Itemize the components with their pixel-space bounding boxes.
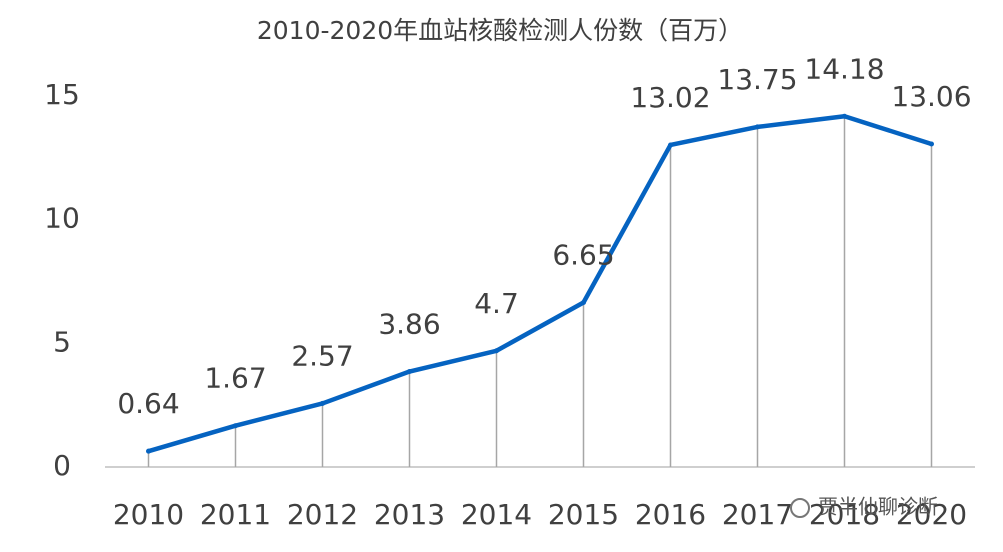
data-label: 0.64 xyxy=(117,387,179,420)
chart-title: 2010-2020年血站核酸检测人份数（百万） xyxy=(257,16,743,45)
x-tick-label: 2016 xyxy=(635,498,706,531)
data-label: 3.86 xyxy=(378,308,440,341)
point xyxy=(755,124,760,130)
line xyxy=(147,114,933,454)
x-tick-label: 2012 xyxy=(287,498,358,531)
point xyxy=(581,300,586,306)
data-label: 14.18 xyxy=(804,52,884,85)
point xyxy=(233,423,238,429)
y-tick-label: 15 xyxy=(44,78,80,111)
x-tick-label: 2017 xyxy=(722,498,793,531)
data-label: 6.65 xyxy=(552,239,614,272)
data-label: 2.57 xyxy=(291,339,353,372)
y-tick-label: 5 xyxy=(53,325,71,358)
x-tick-label: 2015 xyxy=(548,498,619,531)
data-label: 13.75 xyxy=(717,63,797,96)
point xyxy=(842,113,847,119)
x-tick-label: 2013 xyxy=(374,498,445,531)
data-label: 13.06 xyxy=(891,80,971,113)
point xyxy=(494,348,499,354)
point xyxy=(407,369,412,375)
point xyxy=(146,448,151,454)
y-tick-label: 0 xyxy=(53,449,71,482)
point xyxy=(320,400,325,406)
watermark-icon xyxy=(790,498,810,518)
data-label: 1.67 xyxy=(204,362,266,395)
x-tick-label: 2011 xyxy=(200,498,271,531)
x-tick-label: 2020 xyxy=(896,498,967,531)
point xyxy=(929,141,934,147)
x-tick-label: 2018 xyxy=(809,498,880,531)
x-tick-label: 2010 xyxy=(113,498,184,531)
point xyxy=(668,142,673,148)
data-label: 13.02 xyxy=(630,81,710,114)
data-label: 4.7 xyxy=(474,287,519,320)
x-tick-label: 2014 xyxy=(461,498,532,531)
watermark: 贾半仙聊诊断 xyxy=(818,495,938,519)
y-tick-label: 10 xyxy=(44,202,80,235)
